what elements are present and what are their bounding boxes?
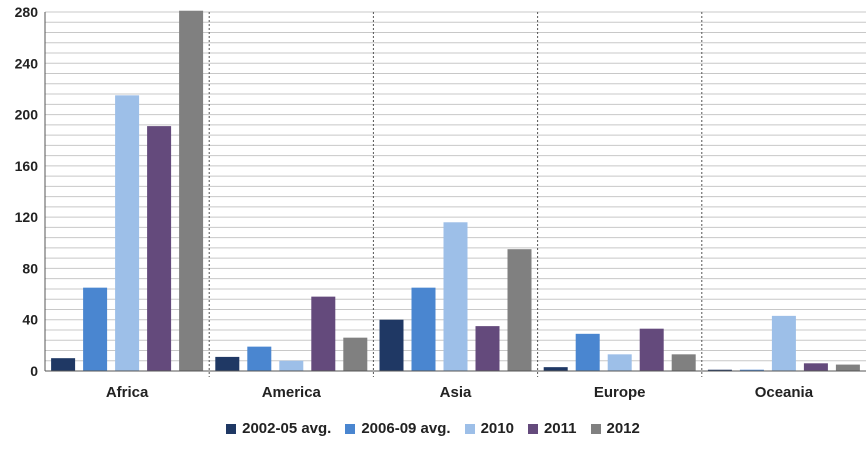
x-tick-label: Asia [440,384,472,401]
legend-item: 2006-09 avg. [345,420,451,437]
legend: 2002-05 avg. 2006-09 avg. 2010 2011 2012 [0,420,866,437]
y-tick-label: 80 [22,260,38,276]
y-tick-label: 0 [30,363,38,379]
bar [639,328,664,371]
bar [379,319,404,371]
legend-swatch [464,423,475,434]
x-tick-label: Africa [106,384,149,401]
legend-label: 2006-09 avg. [361,420,451,437]
bar [343,337,368,371]
tick-labels: 0 40 80 120 160 200 240 280 Africa America Asia Eur… [15,4,814,401]
bar [115,95,140,371]
x-tick-label: America [262,384,322,401]
legend-label: 2011 [543,420,577,437]
bar [671,354,696,371]
legend-swatch [590,423,601,434]
bar [179,10,204,371]
y-tick-label: 160 [15,158,39,174]
bar [575,333,600,371]
bar [51,358,76,371]
bar [543,367,568,371]
y-tick-label: 240 [15,55,39,71]
y-tick-label: 280 [15,4,39,20]
legend-swatch [345,423,356,434]
bar [247,346,272,371]
bar [443,222,468,371]
y-tick-label: 120 [15,209,39,225]
legend-label: 2010 [480,420,514,437]
bar [83,287,108,371]
y-tick-label: 200 [15,107,39,123]
bar [411,287,436,371]
bar [607,354,632,371]
bar [707,369,732,371]
legend-swatch [527,423,538,434]
bar [279,360,304,371]
legend-item: 2010 [464,420,514,437]
x-tick-label: Europe [594,384,646,401]
legend-label: 2002-05 avg. [242,420,332,437]
legend-item: 2011 [527,420,577,437]
legend-label: 2012 [606,420,640,437]
bar [739,369,764,371]
bar [507,249,532,371]
bars [51,10,860,371]
y-tick-label: 40 [22,312,38,328]
legend-item: 2012 [590,420,640,437]
x-tick-label: Oceania [755,384,814,401]
bar [147,126,172,371]
bar [215,356,240,371]
bar [311,296,336,371]
bar [475,326,500,371]
category-separators [208,12,703,377]
axes [44,12,866,372]
bar [835,364,860,371]
bar [803,363,828,371]
legend-item: 2002-05 avg. [226,420,331,437]
bar [771,315,796,371]
legend-swatch [226,423,237,434]
